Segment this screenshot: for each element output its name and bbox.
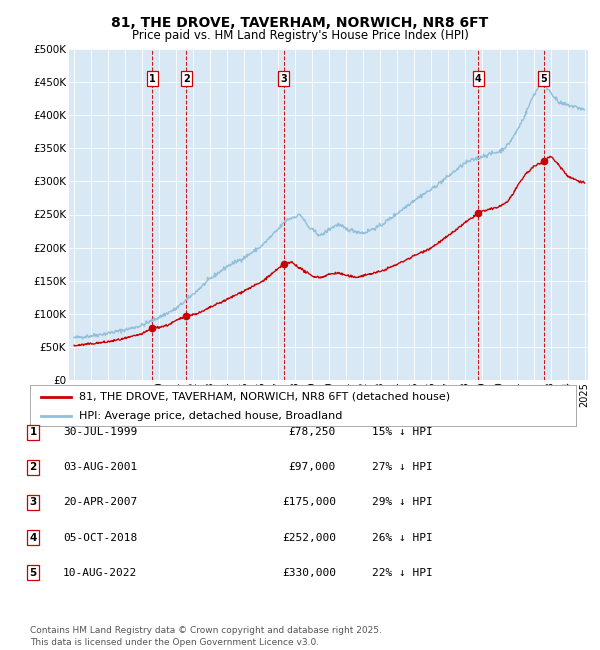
Text: 81, THE DROVE, TAVERHAM, NORWICH, NR8 6FT (detached house): 81, THE DROVE, TAVERHAM, NORWICH, NR8 6F… — [79, 392, 450, 402]
Text: 2: 2 — [29, 462, 37, 473]
Text: 10-AUG-2022: 10-AUG-2022 — [63, 567, 137, 578]
Text: 30-JUL-1999: 30-JUL-1999 — [63, 427, 137, 437]
Text: 4: 4 — [29, 532, 37, 543]
Text: £330,000: £330,000 — [282, 567, 336, 578]
Text: 3: 3 — [29, 497, 37, 508]
Text: £78,250: £78,250 — [289, 427, 336, 437]
Text: Contains HM Land Registry data © Crown copyright and database right 2025.
This d: Contains HM Land Registry data © Crown c… — [30, 626, 382, 647]
Text: 5: 5 — [29, 567, 37, 578]
Text: 15% ↓ HPI: 15% ↓ HPI — [372, 427, 433, 437]
Text: 3: 3 — [280, 73, 287, 84]
Text: 4: 4 — [475, 73, 482, 84]
Text: 81, THE DROVE, TAVERHAM, NORWICH, NR8 6FT: 81, THE DROVE, TAVERHAM, NORWICH, NR8 6F… — [112, 16, 488, 31]
Text: 29% ↓ HPI: 29% ↓ HPI — [372, 497, 433, 508]
Text: 26% ↓ HPI: 26% ↓ HPI — [372, 532, 433, 543]
Text: HPI: Average price, detached house, Broadland: HPI: Average price, detached house, Broa… — [79, 411, 343, 421]
Text: 2: 2 — [183, 73, 190, 84]
Text: 20-APR-2007: 20-APR-2007 — [63, 497, 137, 508]
Text: 1: 1 — [29, 427, 37, 437]
Text: £252,000: £252,000 — [282, 532, 336, 543]
Text: 1: 1 — [149, 73, 155, 84]
Text: 05-OCT-2018: 05-OCT-2018 — [63, 532, 137, 543]
Text: 5: 5 — [541, 73, 547, 84]
Text: £97,000: £97,000 — [289, 462, 336, 473]
Text: 22% ↓ HPI: 22% ↓ HPI — [372, 567, 433, 578]
Text: Price paid vs. HM Land Registry's House Price Index (HPI): Price paid vs. HM Land Registry's House … — [131, 29, 469, 42]
Text: £175,000: £175,000 — [282, 497, 336, 508]
Text: 27% ↓ HPI: 27% ↓ HPI — [372, 462, 433, 473]
Text: 03-AUG-2001: 03-AUG-2001 — [63, 462, 137, 473]
